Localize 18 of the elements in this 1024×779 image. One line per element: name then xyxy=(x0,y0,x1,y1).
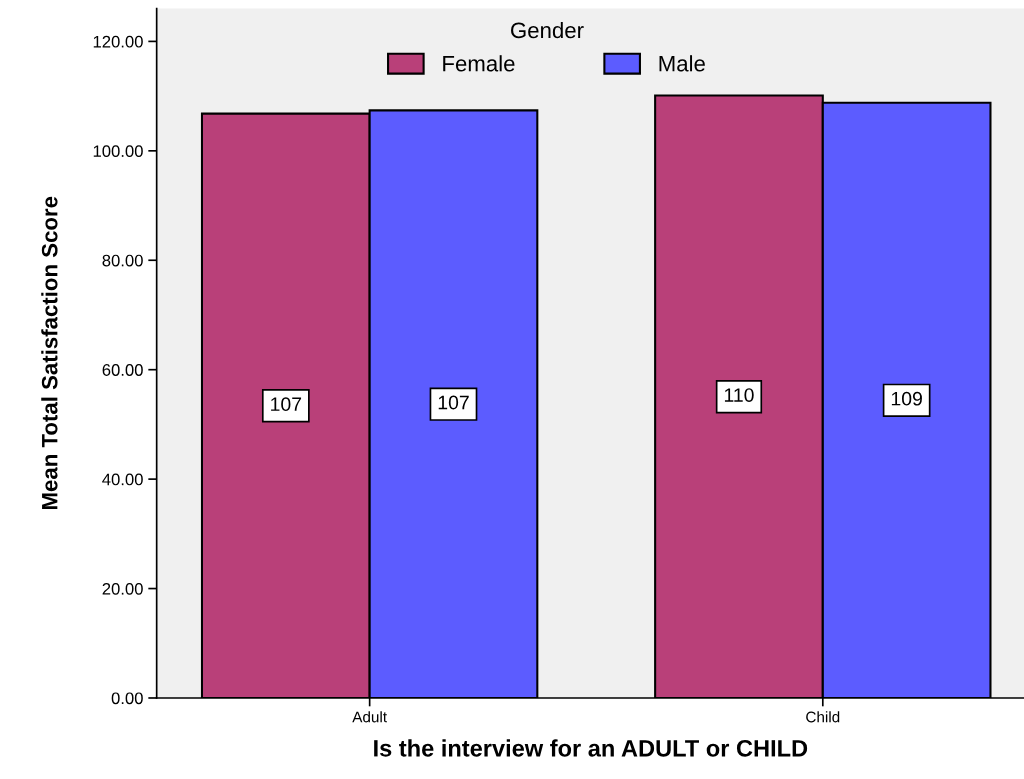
y-tick-label: 40.00 xyxy=(102,473,143,486)
legend-label: Female xyxy=(443,55,515,72)
y-tick-label: 0.00 xyxy=(111,692,143,705)
data-label: 109 xyxy=(891,391,922,406)
y-tick-label: 80.00 xyxy=(102,254,143,267)
y-tick-label: 100.00 xyxy=(93,145,143,158)
data-label: 107 xyxy=(438,395,469,410)
data-label: 107 xyxy=(271,397,302,412)
y-axis-title: Mean Total Satisfaction Score xyxy=(41,196,58,510)
data-label: 110 xyxy=(724,388,754,402)
legend-title: Gender xyxy=(511,21,584,39)
x-tick-label: Child xyxy=(806,711,840,723)
y-tick-label: 60.00 xyxy=(102,364,143,376)
y-tick-label: 20.00 xyxy=(102,582,143,595)
y-tick-label: 120.00 xyxy=(93,35,143,48)
legend-label: Male xyxy=(659,55,705,72)
x-tick-label: Adult xyxy=(352,711,387,723)
x-axis-title: Is the interview for an ADULT or CHILD xyxy=(374,739,808,757)
